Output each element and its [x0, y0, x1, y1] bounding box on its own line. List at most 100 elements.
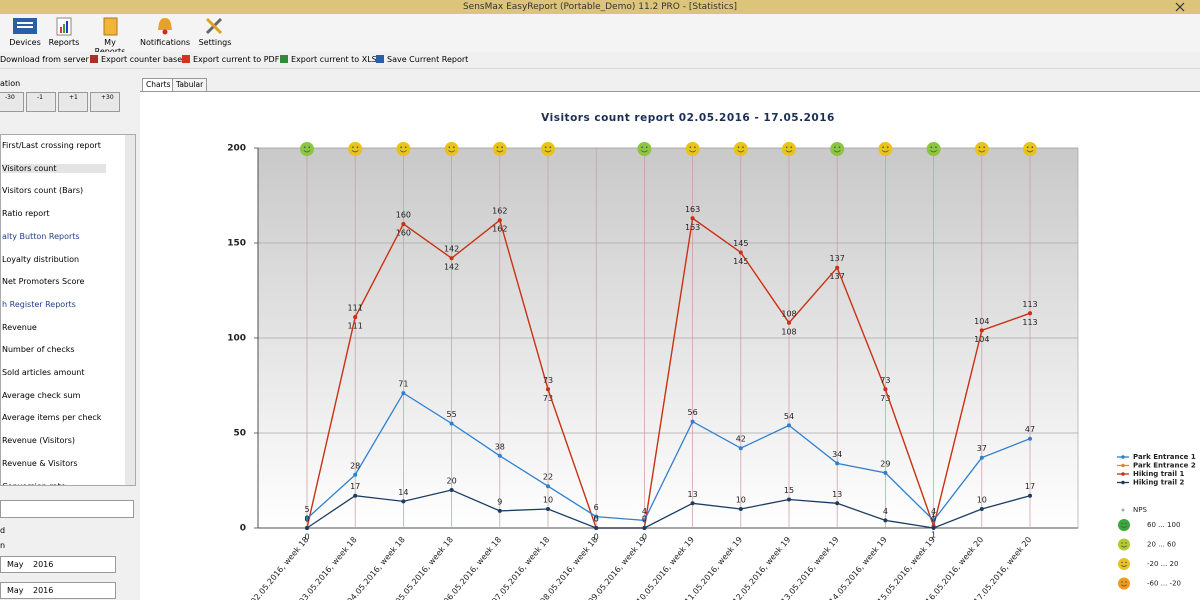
data-point: [546, 507, 550, 511]
data-label: 0: [304, 515, 309, 524]
nps-icon-mouth: [833, 150, 841, 153]
action-button[interactable]: Export counter base: [90, 55, 182, 64]
toolbar-button[interactable]: My Reports: [88, 16, 132, 56]
action-button[interactable]: Download from server: [0, 55, 89, 64]
data-label: 73: [880, 394, 890, 403]
date-to[interactable]: May 2016: [0, 582, 116, 599]
data-point: [497, 218, 502, 223]
legend-nps-title: NPS: [1133, 506, 1147, 514]
nav-button[interactable]: +1: [58, 92, 88, 112]
list-item[interactable]: Sold articles amount: [2, 368, 85, 377]
toolbar-button[interactable]: Devices: [8, 16, 42, 47]
nav-button[interactable]: -30: [0, 92, 24, 112]
data-point: [931, 526, 936, 530]
list-item[interactable]: Number of checks: [2, 345, 75, 355]
nps-icon-eye: [742, 146, 744, 149]
toolbar-label: Reports: [48, 38, 80, 47]
list-item[interactable]: Ratio report: [2, 209, 50, 219]
data-point: [401, 391, 406, 396]
nps-icon: [685, 142, 700, 156]
toolbar-button[interactable]: Settings: [198, 16, 232, 47]
nps-icon: [926, 142, 941, 156]
nps-icon-eye: [496, 146, 499, 149]
nav-button-label: -30: [5, 94, 15, 101]
list-item[interactable]: Revenue & Visitors: [2, 458, 78, 468]
list-item[interactable]: Visitors count (Bars): [2, 186, 84, 196]
close-button[interactable]: [1160, 0, 1200, 14]
list-item[interactable]: Average check sum: [2, 390, 81, 400]
nps-legend-icon-eye: [1121, 542, 1123, 544]
data-label: 13: [832, 490, 842, 499]
nav-button-label: -1: [37, 94, 43, 101]
data-label: 17: [350, 482, 360, 491]
data-point: [401, 222, 406, 226]
nps-icon: [541, 142, 555, 156]
list-item[interactable]: Loyalty distribution: [2, 254, 80, 264]
date-from[interactable]: May 2016: [0, 556, 116, 573]
action-button[interactable]: Export current to PDF: [182, 55, 279, 64]
data-point: [979, 455, 984, 460]
nav-button[interactable]: -1: [26, 92, 56, 112]
tab[interactable]: Tabular: [172, 78, 208, 92]
data-label: 56: [688, 408, 698, 417]
y-tick-label: 150: [227, 239, 246, 249]
data-label: 111: [348, 304, 363, 313]
nps-icon-mouth: [1026, 150, 1034, 153]
y-tick-label: 100: [227, 334, 246, 344]
nav-button[interactable]: +30: [90, 92, 120, 112]
data-label: 0: [594, 515, 599, 524]
list-item[interactable]: Conversion rate: [2, 481, 66, 486]
nps-icon-eye: [352, 146, 354, 149]
legend-marker: [1121, 472, 1125, 476]
data-label: 145: [733, 257, 748, 266]
data-label: 111: [348, 322, 363, 331]
nps-icon-mouth: [303, 150, 311, 153]
left-panel: ation -30 -1 +1 +30 First/Last crossing rep…: [0, 0, 136, 599]
year: 2016: [33, 560, 54, 569]
scrollbar[interactable]: [125, 135, 135, 485]
data-label: 37: [977, 444, 987, 453]
date-label: d: [0, 526, 6, 535]
list-item[interactable]: First/Last crossing report: [2, 141, 101, 150]
data-point: [883, 470, 888, 475]
list-item[interactable]: Revenue: [2, 322, 37, 332]
dropdown[interactable]: [0, 500, 134, 518]
nav-button-label: +30: [101, 94, 114, 101]
list-item[interactable]: Average items per check: [2, 413, 102, 423]
action-button[interactable]: Export current to XLS: [280, 55, 377, 64]
action-bar: Download from server Export counter base…: [0, 52, 1200, 69]
nps-icon: [492, 142, 507, 156]
nps-icon-mouth: [351, 150, 359, 153]
data-point: [738, 507, 743, 511]
nps-icon-eye: [790, 146, 793, 149]
navigation-header: ation: [0, 79, 21, 88]
nps-icon-mouth: [785, 150, 793, 153]
nps-legend-label: -20 ... 20: [1147, 560, 1178, 568]
data-point: [353, 493, 358, 498]
toolbar-button[interactable]: Reports: [48, 16, 80, 47]
action-label: Save Current Report: [387, 55, 469, 64]
nps-icon-eye: [641, 146, 643, 149]
nps-legend-icon-eye: [1121, 522, 1123, 525]
toolbar-button[interactable]: Notifications: [140, 16, 190, 47]
list-item[interactable]: Net Promoters Score: [2, 277, 85, 287]
data-point: [449, 256, 454, 261]
data-label: 1: [931, 531, 936, 540]
data-label: 5: [304, 505, 309, 514]
data-point: [546, 387, 550, 392]
tab[interactable]: Charts: [142, 78, 175, 92]
list-section: h Register Reports: [2, 299, 76, 309]
nps-icon-mouth: [689, 150, 697, 153]
data-label: 142: [444, 263, 459, 272]
nps-icon-eye: [356, 146, 359, 149]
nps-icon: [782, 142, 796, 156]
action-button[interactable]: Save Current Report: [376, 55, 468, 64]
nps-icon-eye: [1031, 146, 1034, 149]
data-label: 10: [977, 496, 987, 505]
chart-title: Visitors count report 02.05.2016 - 17.05…: [541, 112, 835, 124]
list-item[interactable]: Visitors count: [2, 163, 106, 173]
list-item[interactable]: Revenue (Visitors): [2, 436, 76, 446]
data-label: 14: [398, 488, 408, 497]
legend-label: Park Entrance 1: [1133, 453, 1196, 461]
data-point: [690, 501, 695, 506]
